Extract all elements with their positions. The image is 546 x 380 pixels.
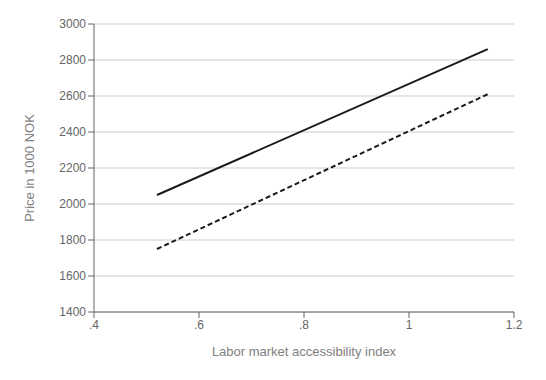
svg-text:.4: .4 <box>89 318 99 332</box>
svg-text:Labor market accessibility ind: Labor market accessibility index <box>212 344 397 359</box>
svg-text:1800: 1800 <box>59 233 86 247</box>
svg-text:Price in 1000 NOK: Price in 1000 NOK <box>22 114 37 222</box>
svg-text:2400: 2400 <box>59 125 86 139</box>
svg-text:2600: 2600 <box>59 89 86 103</box>
svg-text:2200: 2200 <box>59 161 86 175</box>
svg-text:.6: .6 <box>194 318 204 332</box>
svg-text:2000: 2000 <box>59 197 86 211</box>
svg-text:1400: 1400 <box>59 305 86 319</box>
svg-text:1: 1 <box>406 318 413 332</box>
svg-text:.8: .8 <box>299 318 309 332</box>
svg-text:3000: 3000 <box>59 17 86 31</box>
svg-text:2800: 2800 <box>59 53 86 67</box>
svg-text:1600: 1600 <box>59 269 86 283</box>
svg-text:1.2: 1.2 <box>506 318 523 332</box>
